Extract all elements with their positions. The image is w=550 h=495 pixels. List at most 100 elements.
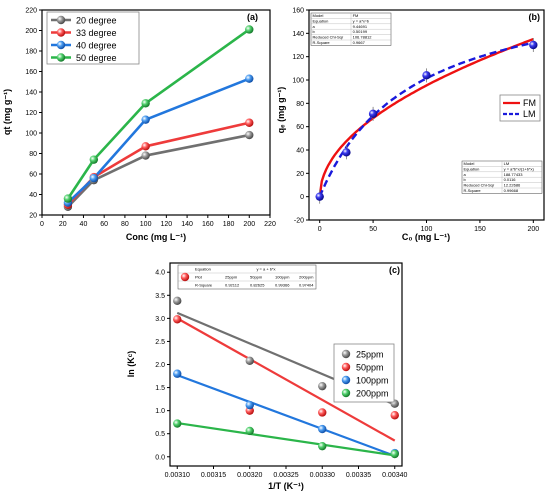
table-cell: LM xyxy=(504,161,510,166)
table-cell: Equation xyxy=(313,18,329,23)
series-line-40-degree xyxy=(67,77,250,204)
data-point xyxy=(245,426,254,436)
panel-c-label: (c) xyxy=(389,265,400,275)
panel-c-ylabel: ln (Kᶜ) xyxy=(126,351,136,377)
panel-a-ytick-label: 200 xyxy=(25,28,37,35)
table-cell: 12.22686 xyxy=(504,183,521,188)
panel-c-regression-table: Equation y = a + b*x Plot 25ppm 50ppm 100ppm 2… xyxy=(177,264,317,290)
panel-c-ytick-label: 3.0 xyxy=(155,316,165,323)
table-cell: 25ppm xyxy=(225,275,238,280)
series-line-20-degree xyxy=(66,133,250,208)
panel-a-xtick-label: 60 xyxy=(100,221,108,228)
legend-marker xyxy=(56,53,66,62)
data-point xyxy=(89,155,99,164)
legend-marker xyxy=(341,362,351,372)
panel-a-xtick-label: 140 xyxy=(181,221,193,228)
table-cell: 188.77433 xyxy=(504,172,524,177)
panel-a-xtick-label: 0 xyxy=(40,221,44,228)
table-cell: 0.82625 xyxy=(250,283,265,288)
panel-b-ytick-label: 0 xyxy=(300,194,304,201)
data-point xyxy=(173,315,182,324)
panel-a-xlabel: Conc (mg L⁻¹) xyxy=(126,232,186,242)
data-point xyxy=(318,424,327,434)
data-point xyxy=(141,142,150,151)
series-line-50-degree xyxy=(66,28,251,200)
table-cell: R-Square xyxy=(195,283,213,288)
panel-b-xtick-label: 150 xyxy=(474,226,486,233)
table-cell: a xyxy=(464,172,467,177)
table-cell: 0.99668 xyxy=(504,188,519,193)
table-cell: 0.97404 xyxy=(299,283,314,288)
data-point xyxy=(173,369,182,378)
panel-b-ytick-label: 80 xyxy=(296,101,304,108)
legend-label: 200ppm xyxy=(356,389,389,399)
table-cell: 200ppm xyxy=(299,275,314,280)
table-frame xyxy=(177,264,317,290)
legend-label: 33 degree xyxy=(76,28,117,38)
panel-a-ytick-label: 120 xyxy=(25,110,37,117)
table-cell: R-Square xyxy=(313,40,331,45)
data-point xyxy=(318,408,327,417)
data-point xyxy=(141,151,150,160)
panel-a-ytick-label: 80 xyxy=(29,151,37,158)
panel-a-label: (a) xyxy=(247,12,258,22)
panel-c-xtick-label: 0.00330 xyxy=(310,472,335,479)
data-point xyxy=(173,296,182,306)
panel-b-ytick-label: 120 xyxy=(292,54,304,61)
data-point xyxy=(141,115,150,124)
fit-curve-LM xyxy=(318,41,534,198)
legend-label: LM xyxy=(523,109,536,119)
panel-c-xtick-label: 0.00315 xyxy=(201,472,226,479)
table-cell: a xyxy=(313,24,316,29)
legend-marker xyxy=(56,15,66,25)
panel-b-ylabel: qₑ (mg g⁻¹) xyxy=(276,87,286,134)
data-point xyxy=(529,40,538,50)
table-cell: 0.50199 xyxy=(353,29,368,34)
series-line-33-degree xyxy=(66,121,250,206)
panel-a-xtick-label: 220 xyxy=(264,221,276,228)
panel-a-ytick-label: 180 xyxy=(25,49,37,56)
data-point xyxy=(390,449,399,459)
panel-c-ytick-label: 3.5 xyxy=(155,293,165,300)
table-cell: 0.99366 xyxy=(275,283,290,288)
panel-a-ylabel: qt (mg g⁻¹) xyxy=(2,89,12,135)
data-point xyxy=(173,419,182,428)
data-point xyxy=(245,400,254,410)
panel-a-ytick-label: 40 xyxy=(29,192,37,199)
data-point xyxy=(318,441,327,451)
panel-a-ytick-label: 220 xyxy=(25,8,37,15)
panel-c-xtick-label: 0.00325 xyxy=(273,472,298,479)
table-cell: Reduced Chi-Sqr xyxy=(464,183,495,188)
panel-b-ytick-label: 100 xyxy=(292,78,304,85)
data-point xyxy=(368,109,378,119)
panel-a-xtick-label: 80 xyxy=(121,221,129,228)
legend-label: 50 degree xyxy=(76,53,117,63)
fit-line-200ppm xyxy=(177,422,395,457)
table-cell: Equation xyxy=(464,166,480,171)
panel-a-ytick-label: 160 xyxy=(25,69,37,76)
panel-c-xlabel: 1/T (K⁻¹) xyxy=(268,481,304,491)
table-cell: 0.92112 xyxy=(225,283,240,288)
table-cell: 9.44691 xyxy=(353,24,368,29)
panel-a-xtick-label: 20 xyxy=(59,221,67,228)
panel-a-ytick-label: 60 xyxy=(29,172,37,179)
panel-c-points xyxy=(173,296,399,459)
table-cell: Reduced Chi-Sqr xyxy=(313,35,344,40)
panel-b-ytick-label: 20 xyxy=(296,171,304,178)
table-cell: b xyxy=(464,177,467,182)
table-marker xyxy=(180,272,190,282)
table-cell: Model xyxy=(464,161,475,166)
legend-label: 20 degree xyxy=(76,16,117,26)
panel-c-ytick-label: 1.5 xyxy=(155,385,165,392)
fit-line-100ppm xyxy=(176,374,396,457)
legend-marker xyxy=(341,375,351,385)
panel-b-xtick-label: 50 xyxy=(369,226,377,233)
data-point xyxy=(245,74,254,83)
panel-b-ytick-label: 40 xyxy=(296,148,304,155)
panel-a-chart: 0 20 40 60 80 100 120 140 160 180 200 2202040608010… xyxy=(2,8,276,243)
data-point xyxy=(390,411,399,420)
panel-c-ytick-label: 0.0 xyxy=(155,454,165,461)
legend-box xyxy=(499,94,541,122)
panel-c-xtick-label: 0.00340 xyxy=(382,472,407,479)
